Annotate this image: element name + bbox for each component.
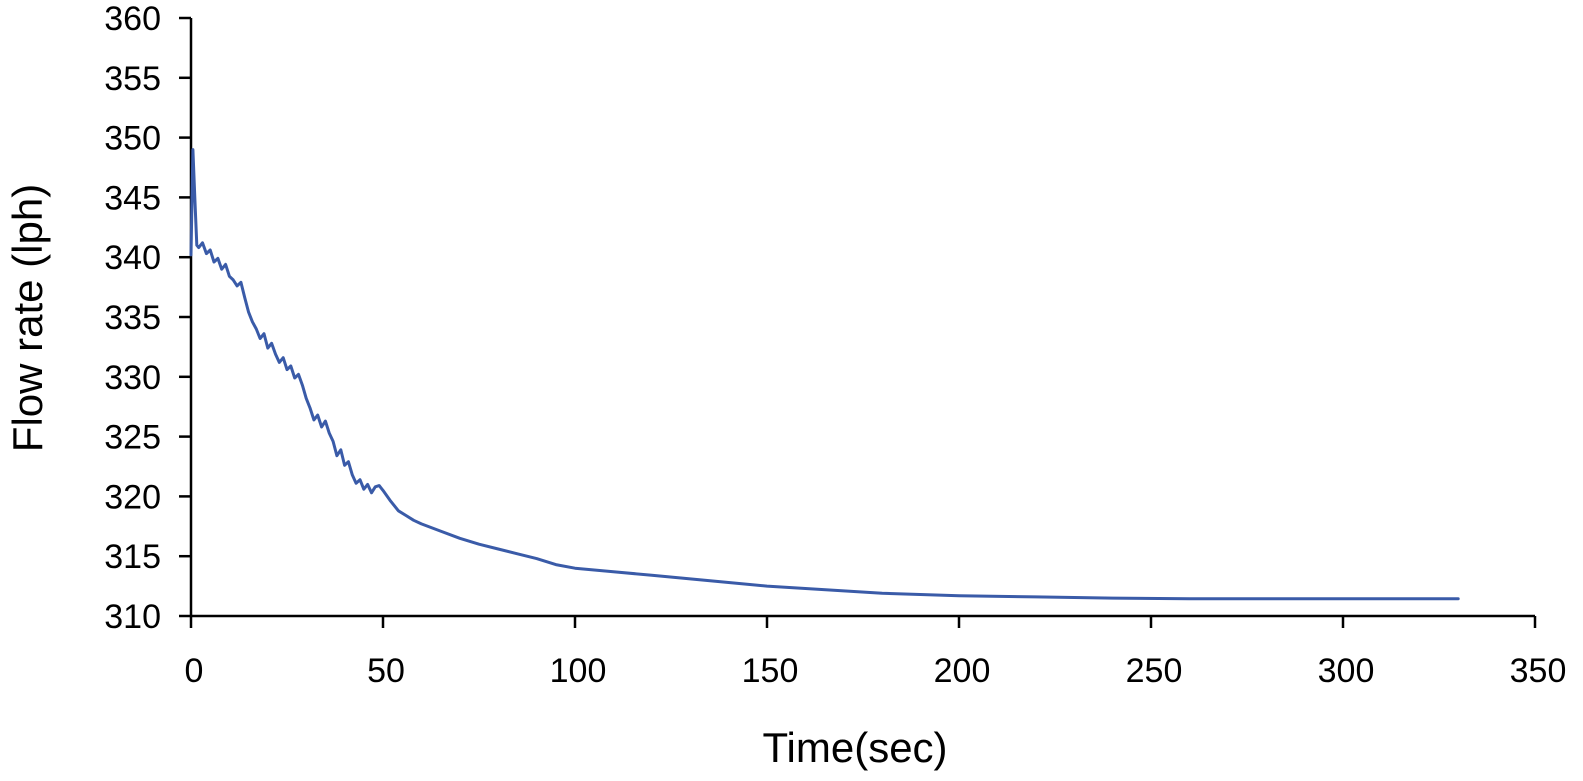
- x-tick-label: 0: [185, 652, 204, 690]
- y-axis-title: Flow rate (lph): [4, 184, 51, 452]
- x-tick-label: 300: [1318, 652, 1375, 690]
- y-tick-label: 340: [104, 239, 161, 277]
- x-tick-label: 350: [1510, 652, 1567, 690]
- y-tick-label: 325: [104, 419, 161, 457]
- x-tick-label: 100: [550, 652, 607, 690]
- y-tick-label: 345: [104, 179, 161, 217]
- x-axis-title: Time(sec): [762, 724, 947, 771]
- axes: [189, 18, 1535, 618]
- y-tick-label: 355: [104, 60, 161, 98]
- y-tick-labels: 310 315 320 325 330 335 340 345 350 355 360: [104, 0, 161, 636]
- x-tick-label: 150: [742, 652, 799, 690]
- tick-marks: [179, 16, 1537, 628]
- y-tick-label: 335: [104, 299, 161, 337]
- y-tick-label: 310: [104, 598, 161, 636]
- series-group: [189, 148, 1460, 601]
- series-line-0: [189, 148, 1460, 601]
- y-tick-label: 350: [104, 120, 161, 158]
- y-tick-label: 360: [104, 0, 161, 38]
- x-tick-label: 50: [367, 652, 405, 690]
- x-tick-labels: 0 50 100 150 200 250 300 350: [185, 652, 1567, 690]
- y-tick-label: 320: [104, 478, 161, 516]
- x-tick-label: 250: [1126, 652, 1183, 690]
- y-tick-label: 315: [104, 538, 161, 576]
- x-tick-label: 200: [934, 652, 991, 690]
- y-tick-label: 330: [104, 359, 161, 397]
